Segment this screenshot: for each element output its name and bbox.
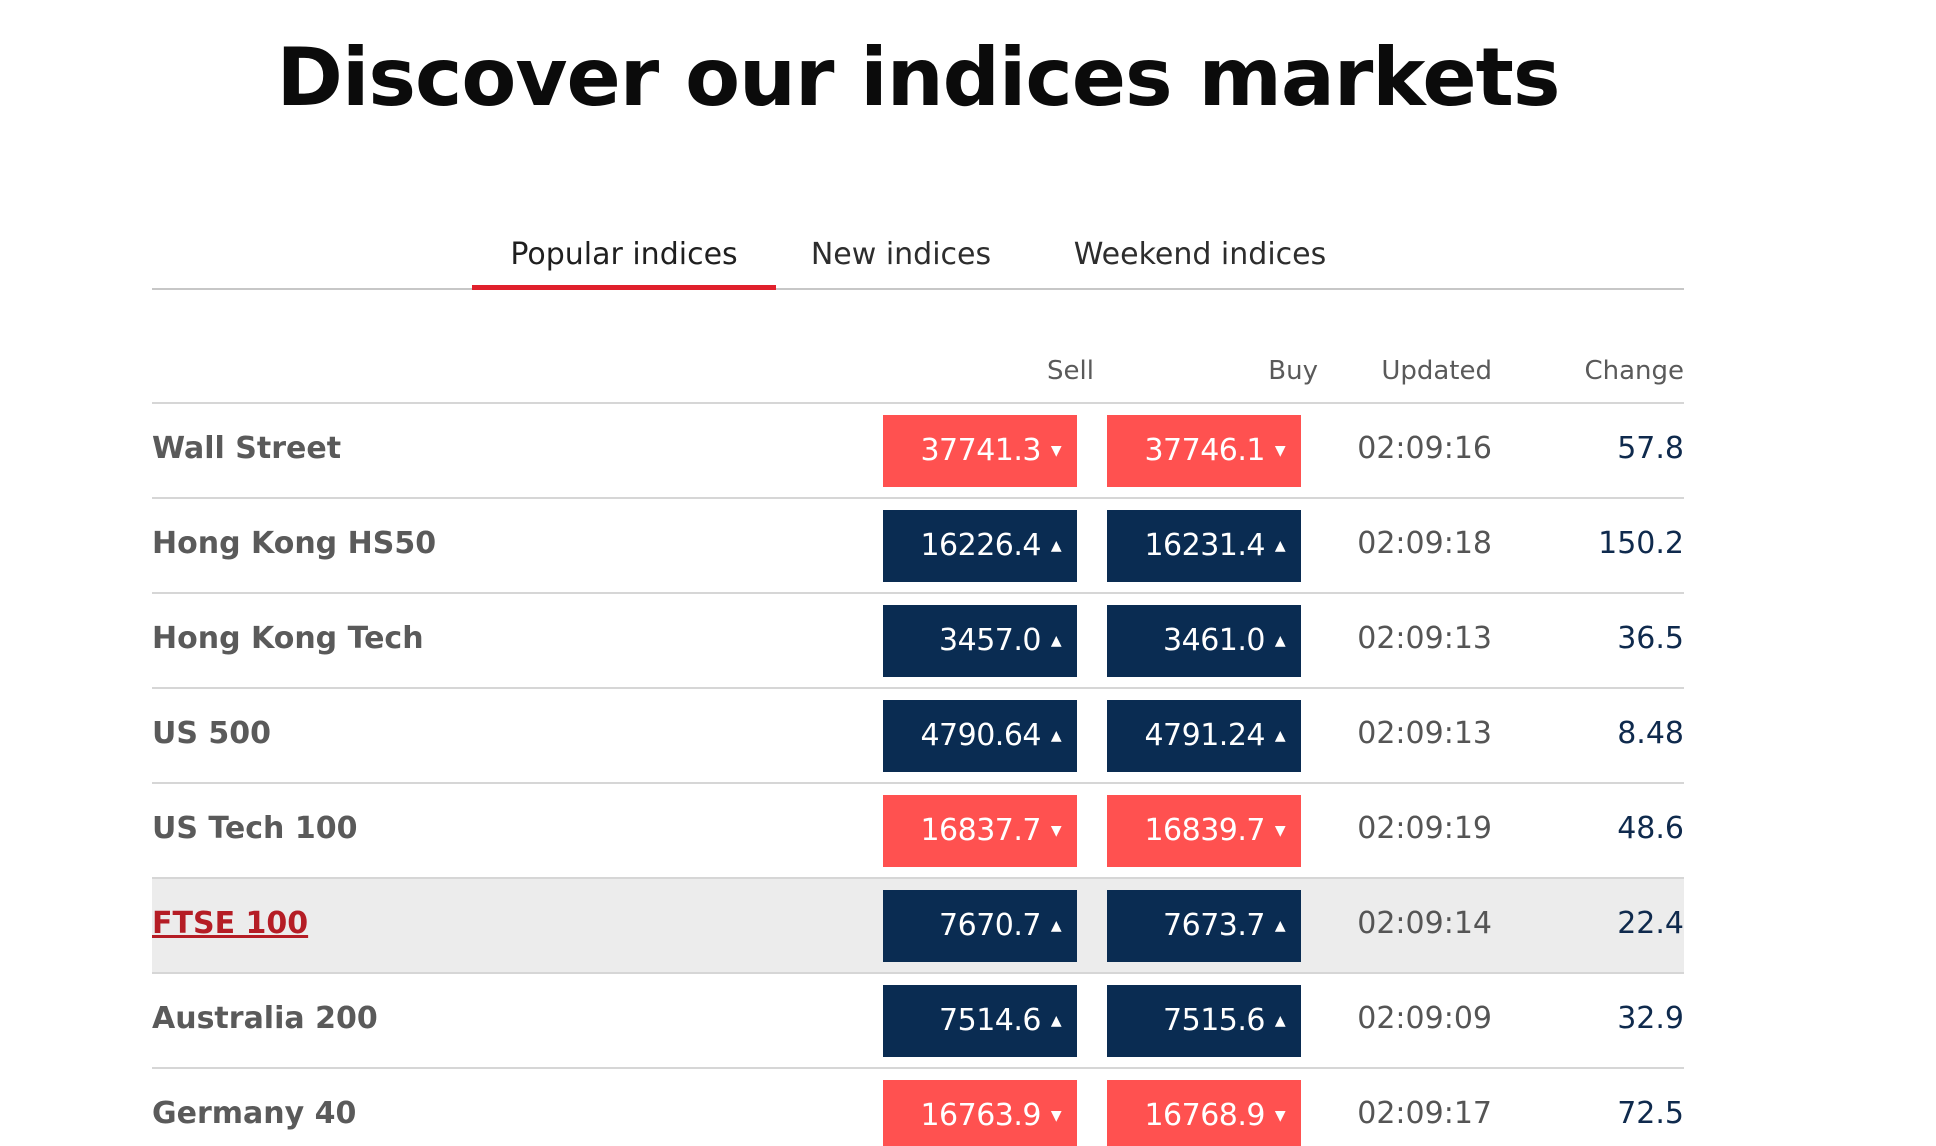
triangle-up-icon: ▲: [1050, 633, 1062, 649]
triangle-down-icon: ▼: [1274, 1108, 1286, 1124]
sell-price-button[interactable]: 7514.6 ▲: [883, 985, 1077, 1057]
sell-price: 37741.3: [920, 433, 1041, 468]
column-header-sell: Sell: [1047, 356, 1094, 386]
updated-time: 02:09:13: [1357, 716, 1492, 751]
triangle-down-icon: ▼: [1274, 443, 1286, 459]
buy-price: 16768.9: [1144, 1098, 1265, 1133]
indices-table: Sell Buy Updated Change Wall Street 3774…: [152, 346, 1684, 1146]
change-value: 150.2: [1598, 526, 1684, 561]
change-value: 32.9: [1617, 1001, 1684, 1036]
triangle-down-icon: ▼: [1050, 443, 1062, 459]
triangle-up-icon: ▲: [1050, 1013, 1062, 1029]
market-name[interactable]: Australia 200: [152, 1001, 378, 1036]
buy-price: 16839.7: [1144, 813, 1265, 848]
market-name[interactable]: Hong Kong Tech: [152, 621, 424, 656]
buy-price-button[interactable]: 16839.7 ▼: [1107, 795, 1301, 867]
updated-time: 02:09:17: [1357, 1096, 1492, 1131]
table-row[interactable]: Hong Kong HS50 16226.4 ▲ 16231.4 ▲ 02:09:1…: [152, 499, 1684, 594]
buy-price: 37746.1: [1144, 433, 1265, 468]
buy-price: 7673.7: [1163, 908, 1265, 943]
change-value: 48.6: [1617, 811, 1684, 846]
buy-price-button[interactable]: 7673.7 ▲: [1107, 890, 1301, 962]
buy-price-button[interactable]: 7515.6 ▲: [1107, 985, 1301, 1057]
sell-price: 4790.64: [920, 718, 1041, 753]
market-name[interactable]: US Tech 100: [152, 811, 358, 846]
buy-price: 3461.0: [1163, 623, 1265, 658]
change-value: 57.8: [1617, 431, 1684, 466]
buy-price: 16231.4: [1144, 528, 1265, 563]
change-value: 36.5: [1617, 621, 1684, 656]
triangle-up-icon: ▲: [1274, 1013, 1286, 1029]
market-name[interactable]: Wall Street: [152, 431, 342, 466]
table-row[interactable]: Wall Street 37741.3 ▼ 37746.1 ▼ 02:09:16 5…: [152, 404, 1684, 499]
sell-price: 16226.4: [920, 528, 1041, 563]
triangle-up-icon: ▲: [1274, 918, 1286, 934]
market-name[interactable]: Hong Kong HS50: [152, 526, 437, 561]
sell-price: 16837.7: [920, 813, 1041, 848]
triangle-up-icon: ▲: [1050, 728, 1062, 744]
table-header: Sell Buy Updated Change: [152, 346, 1684, 404]
tab-popular-indices[interactable]: Popular indices: [472, 232, 776, 290]
column-header-change: Change: [1584, 356, 1684, 386]
table-row[interactable]: Germany 40 16763.9 ▼ 16768.9 ▼ 02:09:17 72…: [152, 1069, 1684, 1146]
updated-time: 02:09:19: [1357, 811, 1492, 846]
column-header-updated: Updated: [1381, 356, 1492, 386]
triangle-down-icon: ▼: [1050, 1108, 1062, 1124]
market-name[interactable]: US 500: [152, 716, 272, 751]
page-title: Discover our indices markets: [276, 31, 1561, 124]
triangle-up-icon: ▲: [1274, 728, 1286, 744]
sell-price-button[interactable]: 37741.3 ▼: [883, 415, 1077, 487]
column-header-buy: Buy: [1268, 356, 1318, 386]
table-row[interactable]: Hong Kong Tech 3457.0 ▲ 3461.0 ▲ 02:09:13 …: [152, 594, 1684, 689]
sell-price-button[interactable]: 4790.64 ▲: [883, 700, 1077, 772]
updated-time: 02:09:18: [1357, 526, 1492, 561]
tab-new-indices[interactable]: New indices: [810, 237, 992, 272]
sell-price-button[interactable]: 16837.7 ▼: [883, 795, 1077, 867]
buy-price-button[interactable]: 4791.24 ▲: [1107, 700, 1301, 772]
buy-price-button[interactable]: 16768.9 ▼: [1107, 1080, 1301, 1146]
buy-price: 4791.24: [1144, 718, 1265, 753]
change-value: 72.5: [1617, 1096, 1684, 1131]
table-row[interactable]: US Tech 100 16837.7 ▼ 16839.7 ▼ 02:09:19 4…: [152, 784, 1684, 879]
updated-time: 02:09:14: [1357, 906, 1492, 941]
change-value: 22.4: [1617, 906, 1684, 941]
market-name[interactable]: Germany 40: [152, 1096, 357, 1131]
updated-time: 02:09:16: [1357, 431, 1492, 466]
change-value: 8.48: [1617, 716, 1684, 751]
sell-price: 16763.9: [920, 1098, 1041, 1133]
buy-price-button[interactable]: 3461.0 ▲: [1107, 605, 1301, 677]
buy-price-button[interactable]: 16231.4 ▲: [1107, 510, 1301, 582]
updated-time: 02:09:13: [1357, 621, 1492, 656]
updated-time: 02:09:09: [1357, 1001, 1492, 1036]
table-row[interactable]: FTSE 100 7670.7 ▲ 7673.7 ▲ 02:09:14 22.4: [152, 879, 1684, 974]
triangle-up-icon: ▲: [1274, 538, 1286, 554]
tab-bar: Popular indices New indices Weekend indi…: [152, 232, 1684, 290]
triangle-up-icon: ▲: [1274, 633, 1286, 649]
triangle-down-icon: ▼: [1050, 823, 1062, 839]
market-name[interactable]: FTSE 100: [152, 906, 309, 941]
table-row[interactable]: US 500 4790.64 ▲ 4791.24 ▲ 02:09:13 8.48: [152, 689, 1684, 784]
triangle-down-icon: ▼: [1274, 823, 1286, 839]
triangle-up-icon: ▲: [1050, 918, 1062, 934]
sell-price-button[interactable]: 16226.4 ▲: [883, 510, 1077, 582]
sell-price-button[interactable]: 3457.0 ▲: [883, 605, 1077, 677]
buy-price: 7515.6: [1163, 1003, 1265, 1038]
sell-price: 7514.6: [939, 1003, 1041, 1038]
sell-price: 3457.0: [939, 623, 1041, 658]
sell-price-button[interactable]: 7670.7 ▲: [883, 890, 1077, 962]
sell-price-button[interactable]: 16763.9 ▼: [883, 1080, 1077, 1146]
triangle-up-icon: ▲: [1050, 538, 1062, 554]
tab-weekend-indices[interactable]: Weekend indices: [1073, 237, 1327, 272]
buy-price-button[interactable]: 37746.1 ▼: [1107, 415, 1301, 487]
sell-price: 7670.7: [939, 908, 1041, 943]
table-row[interactable]: Australia 200 7514.6 ▲ 7515.6 ▲ 02:09:09 3…: [152, 974, 1684, 1069]
